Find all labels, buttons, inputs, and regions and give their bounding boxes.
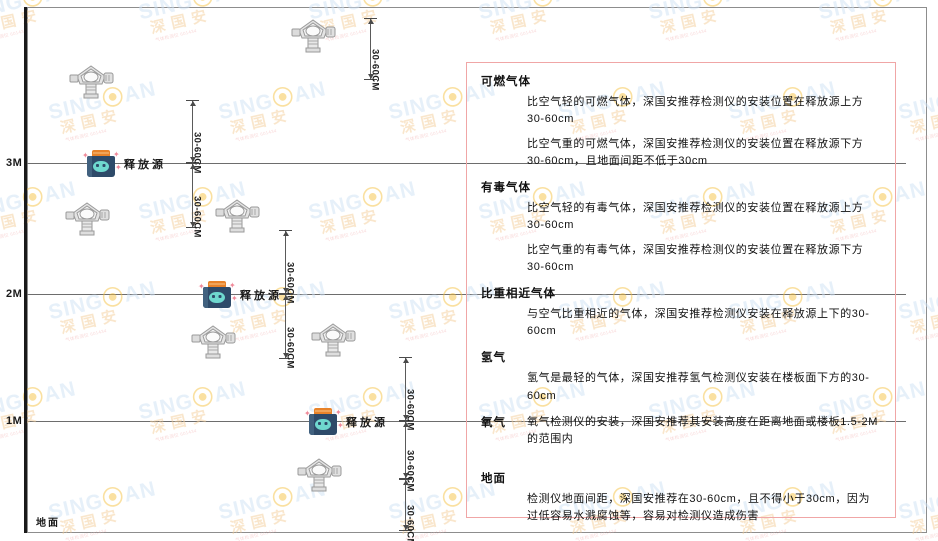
release-source-icon-2M: ✦ ✦ ✦ bbox=[198, 279, 238, 309]
panel-section-body: 氧气检测仪的安装，深国安推荐其安装高度在距离地面或楼板1.5-2M的范围内 bbox=[527, 414, 881, 448]
panel-section-body: 比空气轻的可燃气体，深国安推荐检测仪的安装位置在释放源上方30-60cm 比空气重… bbox=[527, 94, 881, 170]
release-source-label-2M: 释放源 bbox=[240, 290, 282, 302]
panel-section-body: 检测仪地面间距，深国安推荐在30-60cm，且不得小于30cm，因为过低容易水溅… bbox=[527, 491, 881, 525]
detector-upper-mid-icon bbox=[64, 199, 110, 237]
dimension-lower-column-0: 30-60CM bbox=[399, 357, 416, 431]
release-source-label-1M: 释放源 bbox=[346, 417, 388, 429]
panel-section-body: 比空气轻的有毒气体，深国安推荐检测仪的安装位置在释放源上方30-60cm 比空气重… bbox=[527, 200, 881, 276]
panel-section-title: 地面 bbox=[481, 472, 506, 485]
dimension-label: 30-60CM bbox=[369, 49, 381, 91]
release-source-label-3M: 释放源 bbox=[124, 159, 166, 171]
dimension-lower-column-1: 30-60CM bbox=[399, 421, 416, 492]
detector-top-left-icon bbox=[68, 62, 114, 100]
vertical-axis bbox=[24, 7, 27, 533]
panel-paragraph: 比空气轻的有毒气体，深国安推荐检测仪的安装位置在释放源上方30-60cm bbox=[527, 202, 864, 232]
panel-paragraph: 比空气重的可燃气体，深国安推荐检测仪的安装位置在释放源下方30-60cm，且地面… bbox=[527, 138, 864, 168]
panel-section-title: 可燃气体 bbox=[481, 76, 531, 88]
dimension-middle-column-0: 30-60CM bbox=[279, 230, 296, 304]
detector-upper-right-icon bbox=[214, 196, 260, 234]
panel-section-0: 可燃气体比空气轻的可燃气体，深国安推荐检测仪的安装位置在释放源上方30-60cm… bbox=[481, 73, 881, 170]
dimension-upper-column-0: 30-60CM bbox=[186, 100, 203, 173]
dimension-label: 30-60CM bbox=[404, 505, 416, 541]
diagram-frame bbox=[27, 7, 927, 533]
detector-mid-right-icon bbox=[310, 320, 356, 358]
release-source-icon-1M: ✦ ✦ ✦ bbox=[304, 406, 344, 436]
panel-section-4: 氧气 氧气检测仪的安装，深国安推荐其安装高度在距离地面或楼板1.5-2M的范围内 bbox=[481, 414, 881, 448]
panel-paragraph: 比空气重的有毒气体，深国安推荐检测仪的安装位置在释放源下方30-60cm bbox=[527, 244, 864, 274]
dimension-top-column-0: 30-60CM bbox=[364, 18, 381, 91]
panel-paragraph: 与空气比重相近的气体，深国安推荐检测仪安装在释放源上下的30-60cm bbox=[527, 308, 870, 338]
detector-lower-icon bbox=[296, 455, 342, 493]
panel-section-body: 氢气是最轻的气体，深国安推荐氢气检测仪安装在楼板面下方的30-60cm bbox=[527, 370, 881, 404]
panel-section-5: 地面检测仪地面间距，深国安推荐在30-60cm，且不得小于30cm，因为过低容易… bbox=[481, 470, 881, 525]
level-label-1M: 1M bbox=[6, 415, 23, 427]
panel-paragraph: 比空气轻的可燃气体，深国安推荐检测仪的安装位置在释放源上方30-60cm bbox=[527, 96, 864, 126]
info-panel-content: 可燃气体比空气轻的可燃气体，深国安推荐检测仪的安装位置在释放源上方30-60cm… bbox=[467, 63, 895, 525]
panel-section-title: 有毒气体 bbox=[481, 182, 531, 195]
panel-section-1: 有毒气体比空气轻的有毒气体，深国安推荐检测仪的安装位置在释放源上方30-60cm… bbox=[481, 179, 881, 276]
info-panel: 可燃气体比空气轻的可燃气体，深国安推荐检测仪的安装位置在释放源上方30-60cm… bbox=[466, 62, 896, 522]
panel-section-3: 氢气氢气是最轻的气体，深国安推荐氢气检测仪安装在楼板面下方的30-60cm bbox=[481, 349, 881, 404]
panel-section-2: 比重相近气体与空气比重相近的气体，深国安推荐检测仪安装在释放源上下的30-60c… bbox=[481, 285, 881, 340]
panel-section-body: 与空气比重相近的气体，深国安推荐检测仪安装在释放源上下的30-60cm bbox=[527, 306, 881, 340]
detector-mid-left-icon bbox=[190, 322, 236, 360]
ground-label: 地面 bbox=[36, 518, 60, 529]
dimension-label: 30-60CM bbox=[284, 326, 296, 369]
dimension-lower-column-2: 30-60CM bbox=[399, 479, 416, 541]
dimension-middle-column-1: 30-60CM bbox=[279, 294, 296, 368]
panel-section-title: 比重相近气体 bbox=[481, 288, 556, 301]
dimension-label: 30-60CM bbox=[191, 195, 203, 238]
panel-paragraph: 氧气检测仪的安装，深国安推荐其安装高度在距离地面或楼板1.5-2M的范围内 bbox=[527, 415, 879, 445]
release-source-icon-3M: ✦ ✦ ✦ bbox=[82, 148, 122, 178]
panel-paragraph: 氢气是最轻的气体，深国安推荐氢气检测仪安装在楼板面下方的30-60cm bbox=[527, 372, 870, 402]
detector-top-center-icon bbox=[290, 16, 336, 54]
level-label-2M: 2M bbox=[6, 288, 23, 300]
panel-section-title: 氧气 bbox=[481, 416, 506, 429]
panel-paragraph: 检测仪地面间距，深国安推荐在30-60cm，且不得小于30cm，因为过低容易水溅… bbox=[527, 492, 871, 522]
dimension-upper-column-1: 30-60CM bbox=[186, 163, 203, 237]
panel-section-title: 氢气 bbox=[481, 352, 506, 365]
level-label-3M: 3M bbox=[6, 157, 23, 169]
